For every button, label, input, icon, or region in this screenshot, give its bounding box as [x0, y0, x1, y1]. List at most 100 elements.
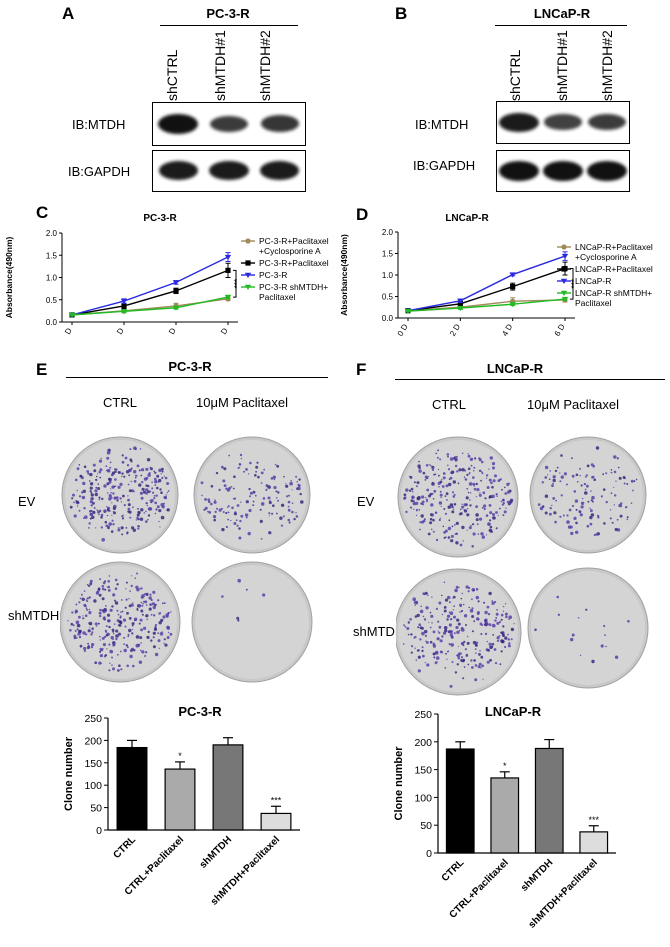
blot-band — [499, 160, 539, 181]
colony — [272, 504, 275, 507]
colony — [428, 464, 430, 466]
colony — [472, 532, 476, 536]
colony — [76, 628, 79, 631]
colony — [88, 522, 91, 525]
colony — [469, 499, 471, 501]
panel-a-title: PC-3-R — [206, 6, 250, 21]
colony — [462, 677, 465, 680]
colony — [447, 651, 449, 653]
colony — [491, 645, 494, 648]
colony — [146, 458, 151, 462]
colony — [86, 600, 89, 602]
colony — [78, 509, 81, 512]
colony — [614, 527, 618, 532]
colony — [88, 527, 90, 529]
colony — [134, 618, 137, 621]
colony — [91, 513, 94, 517]
colony — [469, 457, 474, 461]
colony — [410, 507, 413, 509]
colony — [466, 513, 470, 517]
series-line — [71, 269, 229, 316]
colony — [627, 620, 630, 623]
colony — [71, 497, 74, 500]
colony — [268, 512, 271, 515]
colony — [446, 658, 448, 660]
colony — [158, 468, 162, 472]
colony — [442, 525, 445, 528]
colony — [98, 513, 100, 516]
colony — [463, 509, 468, 513]
colony — [238, 463, 242, 466]
colony — [440, 505, 442, 507]
colony — [600, 495, 603, 498]
colony — [575, 508, 578, 511]
colony — [109, 649, 113, 654]
colony — [75, 620, 80, 625]
colony — [156, 486, 159, 490]
colony — [144, 593, 146, 595]
colony — [295, 475, 298, 478]
blot-band — [158, 113, 199, 134]
colony — [100, 516, 103, 519]
colony — [473, 487, 477, 491]
colony — [200, 481, 204, 485]
colony — [584, 476, 587, 478]
colony — [126, 646, 129, 649]
colony — [83, 517, 85, 519]
colony — [478, 662, 482, 666]
colony — [111, 605, 113, 608]
colony — [605, 645, 607, 648]
colony — [443, 609, 447, 613]
colony — [447, 595, 451, 600]
colony — [112, 630, 115, 633]
colony — [97, 587, 101, 591]
colony — [486, 660, 490, 664]
colony — [91, 515, 95, 519]
colony — [501, 631, 505, 635]
colony — [496, 495, 498, 498]
x-tick-label: 0 D — [396, 322, 410, 337]
colony — [452, 480, 456, 484]
colony — [473, 659, 476, 662]
y-tick-label: 0 — [96, 825, 102, 837]
colony — [475, 518, 479, 522]
colony — [418, 460, 420, 463]
colony — [560, 475, 564, 479]
colony — [405, 510, 408, 514]
colony — [123, 643, 125, 645]
colony — [461, 525, 465, 530]
legend-entry: PC-3-R+Paclitaxel — [241, 258, 329, 268]
colony — [145, 520, 148, 523]
colony — [439, 639, 443, 643]
y-tick-label: 0.5 — [382, 293, 394, 302]
colony — [154, 477, 157, 481]
colony — [447, 468, 451, 471]
colony — [129, 654, 133, 659]
colony — [466, 529, 468, 531]
colony — [552, 482, 554, 485]
colony — [475, 513, 479, 517]
colony — [81, 495, 86, 500]
colony — [101, 497, 104, 501]
colony — [120, 501, 122, 503]
colony — [155, 508, 158, 511]
colony — [78, 629, 82, 634]
colony — [161, 477, 164, 479]
colony — [233, 497, 237, 500]
colony — [489, 658, 492, 662]
colony — [461, 628, 465, 632]
colony — [483, 601, 486, 604]
blot-band — [209, 161, 249, 180]
colony — [138, 622, 141, 625]
colony — [82, 489, 86, 493]
colony — [145, 492, 148, 495]
colony — [580, 501, 585, 505]
colony — [113, 623, 116, 625]
colony — [560, 454, 563, 457]
colony — [466, 653, 468, 656]
colony — [149, 499, 151, 502]
colony — [439, 517, 441, 519]
colony — [424, 518, 426, 520]
x-tick-label: 6 D — [216, 326, 230, 335]
colony — [470, 659, 473, 662]
